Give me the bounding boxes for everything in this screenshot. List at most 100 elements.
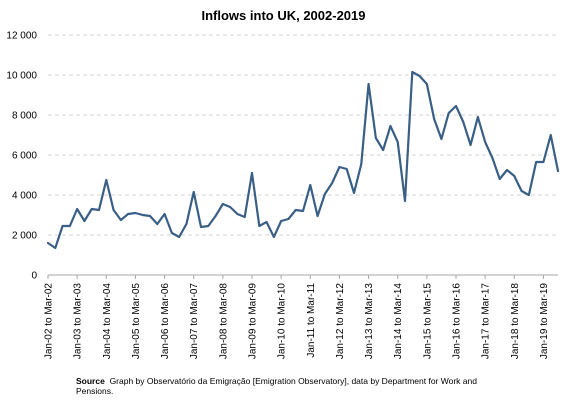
x-tick-label: Jan-19 to Mar-19 <box>539 283 550 360</box>
x-tick-label: Jan-16 to Mar-16 <box>452 283 463 360</box>
x-tick-label: Jan-17 to Mar-17 <box>481 283 492 360</box>
x-tick-label: Jan-11 to Mar-11 <box>306 283 317 358</box>
data-point <box>506 169 508 171</box>
data-point <box>425 83 428 85</box>
data-point <box>527 194 530 196</box>
data-point <box>469 144 472 146</box>
data-point <box>520 190 523 192</box>
data-point <box>549 134 552 136</box>
x-tick-label: Jan-14 to Mar-14 <box>393 283 404 360</box>
data-point <box>476 116 479 118</box>
data-point <box>389 125 392 127</box>
data-point <box>287 218 290 220</box>
x-tick-label: Jan-07 to Mar-07 <box>189 283 200 360</box>
source-label: Source <box>76 376 105 386</box>
chart-title: Inflows into UK, 2002-2019 <box>201 8 366 23</box>
data-point <box>309 184 312 186</box>
x-axis <box>47 274 558 279</box>
data-point <box>338 166 341 168</box>
data-point <box>302 210 304 212</box>
x-tick-label: Jan-09 to Mar-09 <box>248 283 259 360</box>
data-point <box>411 71 414 73</box>
data-point <box>83 220 86 222</box>
data-point <box>229 206 232 208</box>
x-tick-label: Jan-02 to Mar-02 <box>44 283 55 360</box>
y-tick-label: 0 <box>31 271 37 282</box>
data-point <box>170 232 173 234</box>
x-tick-label: Jan-05 to Mar-05 <box>131 283 142 360</box>
data-point <box>374 137 377 139</box>
data-point <box>192 191 195 193</box>
data-point <box>294 209 297 211</box>
data-point <box>535 161 538 163</box>
data-point <box>418 75 421 77</box>
data-point <box>491 157 494 159</box>
data-point <box>185 223 188 225</box>
data-point <box>345 168 348 170</box>
data-point <box>112 209 115 211</box>
gridlines <box>48 34 558 236</box>
data-point <box>331 182 334 184</box>
y-tick-label: 12 000 <box>6 31 37 42</box>
x-tick-label: Jan-03 to Mar-03 <box>73 283 84 360</box>
data-point <box>557 170 559 172</box>
x-tick-label: Jan-13 to Mar-13 <box>364 283 375 360</box>
data-point <box>498 178 501 180</box>
data-point <box>178 236 181 238</box>
data-point <box>141 214 144 216</box>
series-line <box>46 70 560 250</box>
source-note: Source Graph by Observatório da Emigraçã… <box>76 376 506 396</box>
data-point <box>68 225 71 227</box>
x-tick-label: Jan-12 to Mar-12 <box>335 283 346 360</box>
y-tick-label: 6 000 <box>12 151 37 162</box>
y-tick-label: 10 000 <box>6 71 37 82</box>
data-point <box>382 149 385 151</box>
data-point <box>280 220 283 222</box>
data-point <box>243 216 246 218</box>
x-tick-label: Jan-18 to Mar-18 <box>510 283 521 360</box>
x-tick-label: Jan-15 to Mar-15 <box>422 283 433 360</box>
data-point <box>127 213 130 215</box>
x-tick-label: Jan-04 to Mar-04 <box>102 283 113 360</box>
data-point <box>214 215 217 217</box>
data-point <box>484 141 487 143</box>
data-point <box>265 221 268 223</box>
x-tick-label: Jan-08 to Mar-08 <box>218 283 229 360</box>
data-point <box>258 225 261 227</box>
data-point <box>236 213 239 215</box>
data-point <box>513 175 516 177</box>
series-layer <box>46 70 560 250</box>
data-point <box>134 212 137 214</box>
data-point <box>447 112 450 114</box>
data-point <box>98 209 100 211</box>
data-point <box>433 118 436 120</box>
data-point <box>221 203 224 205</box>
data-point <box>61 225 64 227</box>
data-point <box>200 226 202 228</box>
data-point <box>119 219 122 221</box>
x-tick-label: Jan-06 to Mar-06 <box>160 283 171 360</box>
data-point <box>367 83 370 85</box>
data-point <box>76 208 79 210</box>
data-point <box>542 161 545 163</box>
y-tick-label: 8 000 <box>12 111 37 122</box>
y-tick-label: 4 000 <box>12 191 37 202</box>
data-point <box>90 208 93 210</box>
data-point <box>455 105 457 107</box>
data-point <box>440 138 443 140</box>
data-point <box>149 215 151 217</box>
data-point <box>47 242 49 244</box>
source-text: Graph by Observatório da Emigração [Emig… <box>76 376 477 396</box>
data-point <box>105 179 108 181</box>
data-point <box>462 121 465 123</box>
data-point <box>323 193 326 195</box>
data-point <box>404 200 406 202</box>
data-point <box>360 163 363 165</box>
data-point <box>316 215 319 217</box>
data-point <box>272 236 275 238</box>
data-point <box>163 213 166 215</box>
data-point <box>54 247 57 249</box>
data-point <box>396 141 399 143</box>
x-tick-label: Jan-10 to Mar-10 <box>277 283 288 360</box>
